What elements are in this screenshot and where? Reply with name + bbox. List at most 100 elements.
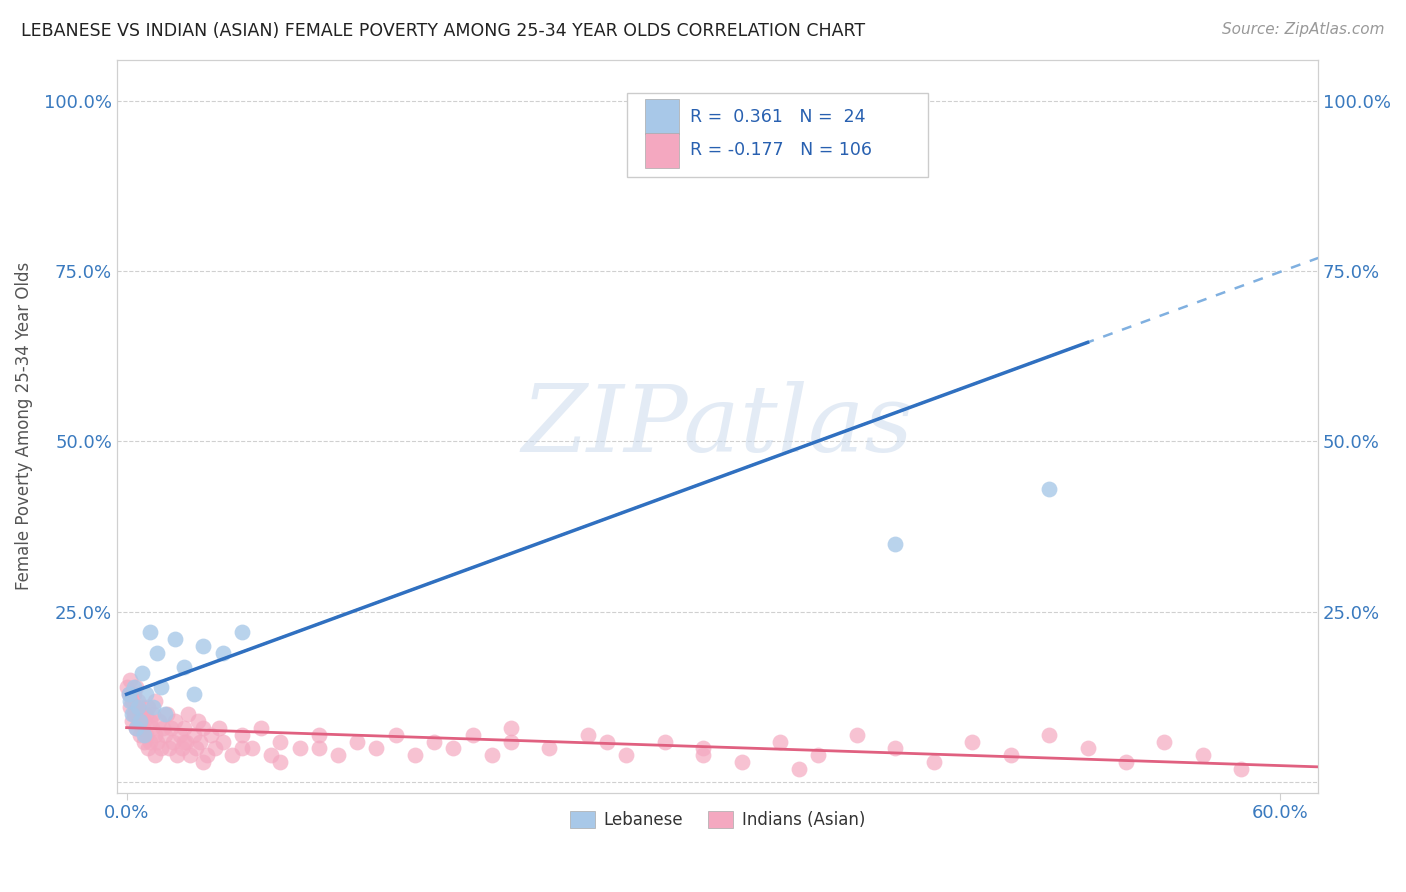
Point: [193, 721, 215, 735]
Point: [127, 693, 149, 707]
FancyBboxPatch shape: [645, 99, 679, 135]
Point: [115, 680, 138, 694]
Point: [221, 748, 243, 763]
Point: [136, 741, 159, 756]
Point: [922, 755, 945, 769]
Point: [121, 714, 143, 728]
Point: [193, 639, 215, 653]
Point: [1000, 748, 1022, 763]
Point: [845, 728, 868, 742]
Point: [614, 748, 637, 763]
Point: [499, 734, 522, 748]
Point: [787, 114, 810, 128]
Point: [163, 632, 186, 647]
Point: [769, 734, 792, 748]
Point: [142, 707, 165, 722]
Point: [960, 734, 983, 748]
Point: [174, 734, 197, 748]
Point: [135, 687, 157, 701]
Point: [538, 741, 561, 756]
Point: [138, 625, 160, 640]
Point: [135, 728, 157, 742]
Text: R =  0.361   N =  24: R = 0.361 N = 24: [690, 108, 866, 126]
Point: [200, 728, 222, 742]
Point: [122, 687, 145, 701]
Point: [142, 700, 165, 714]
Point: [127, 714, 149, 728]
Text: R = -0.177   N = 106: R = -0.177 N = 106: [690, 142, 872, 160]
Point: [129, 714, 152, 728]
Point: [166, 748, 188, 763]
Point: [136, 700, 159, 714]
Point: [157, 741, 180, 756]
Point: [173, 734, 195, 748]
Point: [1076, 741, 1098, 756]
Point: [121, 707, 143, 722]
Point: [211, 646, 233, 660]
Point: [692, 748, 714, 763]
Point: [145, 748, 167, 763]
Point: [269, 755, 291, 769]
Point: [269, 734, 291, 748]
Point: [384, 728, 406, 742]
Point: [131, 721, 153, 735]
Point: [884, 741, 907, 756]
Point: [366, 741, 388, 756]
Text: LEBANESE VS INDIAN (ASIAN) FEMALE POVERTY AMONG 25-34 YEAR OLDS CORRELATION CHAR: LEBANESE VS INDIAN (ASIAN) FEMALE POVERT…: [21, 22, 865, 40]
Point: [150, 741, 173, 756]
Point: [1191, 748, 1213, 763]
Point: [184, 741, 207, 756]
Point: [195, 748, 218, 763]
FancyBboxPatch shape: [645, 133, 679, 168]
Point: [152, 721, 174, 735]
Point: [138, 734, 160, 748]
Point: [596, 734, 619, 748]
Point: [145, 693, 167, 707]
Point: [172, 741, 194, 756]
Point: [132, 714, 155, 728]
Point: [183, 687, 205, 701]
Legend: Lebanese, Indians (Asian): Lebanese, Indians (Asian): [564, 804, 872, 836]
Point: [240, 741, 263, 756]
Text: ZIPatlas: ZIPatlas: [522, 381, 914, 471]
Point: [1153, 734, 1175, 748]
Point: [125, 680, 148, 694]
Point: [1230, 762, 1253, 776]
Point: [346, 734, 368, 748]
Point: [1115, 755, 1137, 769]
Point: [188, 734, 211, 748]
Text: Source: ZipAtlas.com: Source: ZipAtlas.com: [1222, 22, 1385, 37]
Point: [131, 700, 153, 714]
Point: [308, 728, 330, 742]
Point: [461, 728, 484, 742]
Point: [173, 721, 195, 735]
Point: [120, 687, 142, 701]
Point: [183, 728, 205, 742]
Point: [163, 714, 186, 728]
Point: [122, 707, 145, 722]
Point: [153, 707, 176, 722]
Point: [162, 734, 184, 748]
Point: [125, 700, 148, 714]
Point: [153, 728, 176, 742]
Point: [208, 721, 231, 735]
FancyBboxPatch shape: [627, 93, 928, 177]
Point: [120, 673, 142, 687]
Point: [117, 687, 139, 701]
Point: [132, 734, 155, 748]
Point: [250, 721, 273, 735]
Point: [441, 741, 464, 756]
Point: [146, 646, 169, 660]
Point: [169, 728, 191, 742]
Point: [131, 666, 153, 681]
Point: [260, 748, 283, 763]
Point: [125, 721, 148, 735]
Point: [145, 728, 167, 742]
Point: [1038, 482, 1060, 496]
Point: [423, 734, 446, 748]
Point: [135, 707, 157, 722]
Point: [156, 707, 179, 722]
Point: [117, 687, 139, 701]
Point: [131, 721, 153, 735]
Point: [150, 680, 173, 694]
